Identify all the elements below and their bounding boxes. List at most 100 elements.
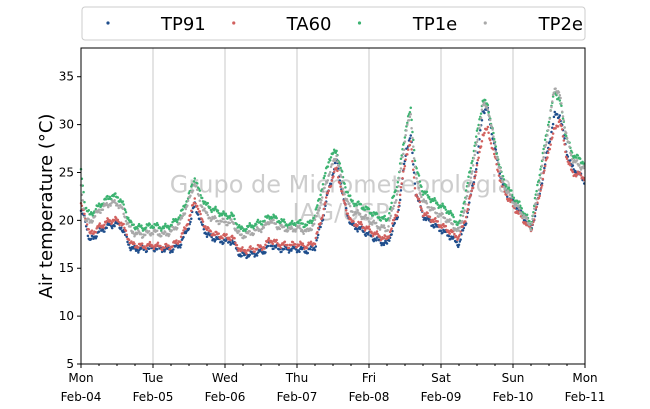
data-point [290, 243, 293, 247]
data-point [460, 219, 464, 223]
data-point [388, 235, 391, 238]
data-point [312, 222, 316, 226]
data-point [94, 231, 98, 234]
data-point [471, 164, 475, 167]
data-point [158, 233, 161, 236]
data-point [323, 203, 326, 206]
data-point [140, 224, 143, 227]
data-point [449, 237, 452, 241]
data-point [355, 203, 359, 207]
data-point [383, 214, 386, 218]
data-point [329, 165, 333, 168]
data-point [415, 177, 418, 180]
data-point [344, 206, 348, 210]
data-point [201, 220, 205, 223]
y-tick-label: 25 [59, 165, 74, 179]
data-point [553, 110, 557, 114]
x-tick-day: Thu [285, 371, 309, 385]
data-point [464, 215, 468, 219]
data-point [513, 206, 516, 210]
data-point [90, 229, 94, 232]
data-point [87, 228, 91, 231]
data-point [338, 168, 342, 172]
data-point [565, 157, 569, 160]
data-point [279, 246, 282, 249]
legend-label: TP91 [160, 14, 206, 35]
data-point [184, 227, 188, 230]
data-point [543, 166, 546, 170]
data-point [259, 220, 262, 223]
data-point [498, 172, 502, 175]
data-point [182, 235, 185, 239]
data-point [454, 220, 458, 223]
data-point [319, 221, 322, 225]
data-point [196, 204, 199, 208]
data-point [471, 170, 474, 173]
x-tick-day: Sat [431, 371, 451, 385]
data-point [487, 111, 490, 114]
data-point [402, 167, 406, 170]
data-point [471, 186, 475, 190]
data-point [412, 176, 416, 179]
data-point [162, 232, 166, 236]
data-point [468, 170, 472, 173]
data-point [489, 142, 493, 145]
data-point [545, 140, 548, 144]
data-point [558, 99, 562, 102]
data-point [190, 217, 193, 220]
data-point [225, 214, 228, 217]
data-point [439, 214, 443, 217]
data-point [471, 159, 474, 163]
data-point [340, 180, 344, 183]
data-point [401, 155, 404, 159]
data-point [441, 231, 444, 234]
data-point [91, 219, 95, 223]
data-point [99, 211, 102, 214]
data-point [320, 216, 324, 219]
data-point [468, 197, 471, 200]
data-point [416, 181, 420, 185]
data-point [119, 204, 122, 207]
data-point [174, 244, 177, 248]
data-point [255, 228, 258, 232]
data-point [367, 225, 371, 228]
data-point [317, 209, 321, 212]
data-point [129, 225, 132, 228]
data-point [474, 174, 477, 177]
data-point [548, 147, 552, 151]
data-point [492, 139, 496, 143]
data-point [286, 243, 289, 247]
data-point [391, 222, 394, 225]
data-point [181, 208, 184, 211]
data-point [371, 214, 375, 217]
data-point [101, 208, 105, 211]
data-point [472, 182, 476, 186]
data-point [248, 221, 251, 225]
data-point [390, 201, 393, 205]
data-point [149, 234, 152, 237]
data-point [234, 241, 237, 244]
data-point [552, 91, 556, 94]
data-point [123, 226, 126, 230]
data-point [378, 216, 381, 219]
data-point [275, 216, 278, 220]
data-point [446, 210, 450, 213]
data-point [175, 239, 178, 242]
data-point [114, 217, 118, 220]
data-point [420, 185, 423, 188]
data-point [567, 140, 570, 144]
data-point [198, 210, 202, 213]
data-point [282, 225, 286, 229]
data-point [537, 196, 541, 200]
data-point [579, 168, 583, 171]
data-point [475, 163, 479, 167]
data-point [427, 206, 431, 209]
data-point [474, 135, 478, 138]
data-point [299, 218, 302, 222]
data-point [337, 164, 341, 168]
data-point [393, 221, 396, 225]
data-point [343, 193, 346, 196]
data-point [264, 221, 267, 224]
data-point [134, 228, 137, 231]
data-point [118, 223, 121, 227]
